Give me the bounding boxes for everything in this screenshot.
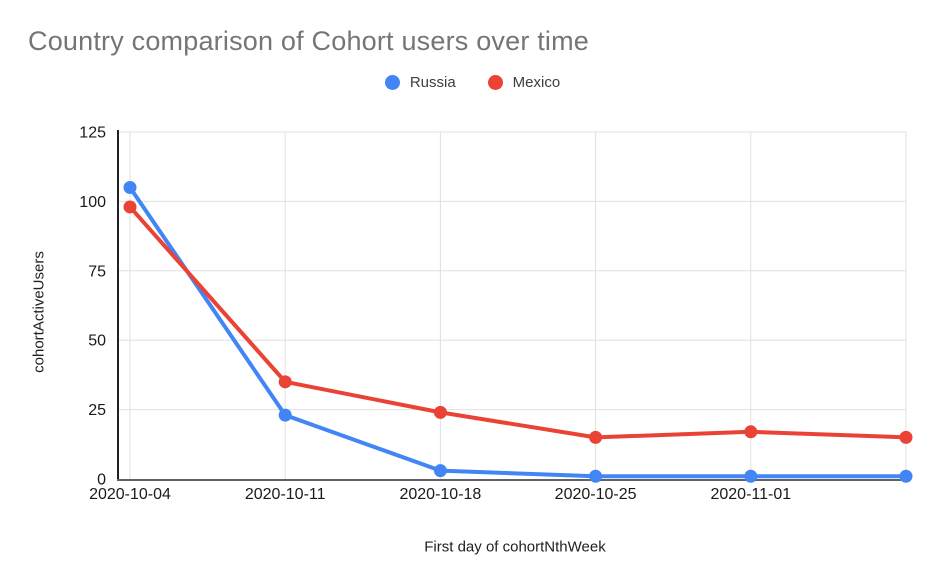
y-tick-label: 25 bbox=[88, 402, 106, 419]
data-point-russia[interactable] bbox=[744, 469, 758, 483]
data-point-russia[interactable] bbox=[589, 469, 603, 483]
data-point-russia[interactable] bbox=[899, 469, 913, 483]
x-tick-label: 2020-10-18 bbox=[399, 486, 481, 503]
data-point-mexico[interactable] bbox=[899, 430, 913, 444]
chart-legend: Russia Mexico bbox=[0, 74, 945, 91]
data-point-russia[interactable] bbox=[123, 181, 137, 195]
data-point-mexico[interactable] bbox=[433, 405, 447, 419]
data-point-mexico[interactable] bbox=[123, 200, 137, 214]
data-point-mexico[interactable] bbox=[278, 375, 292, 389]
data-point-mexico[interactable] bbox=[589, 430, 603, 444]
x-tick-label: 2020-10-25 bbox=[555, 486, 637, 503]
series-line-mexico bbox=[128, 204, 908, 440]
x-tick-label: 2020-11-01 bbox=[710, 486, 791, 503]
y-tick-label: 100 bbox=[79, 194, 106, 211]
legend-label-mexico: Mexico bbox=[512, 74, 561, 91]
y-tick-label: 50 bbox=[88, 333, 106, 350]
series-line-russia bbox=[128, 185, 908, 479]
y-tick-label: 0 bbox=[97, 472, 106, 489]
data-point-mexico[interactable] bbox=[744, 425, 758, 439]
y-axis-title: cohortActiveUsers bbox=[30, 251, 48, 373]
data-point-russia[interactable] bbox=[278, 408, 292, 422]
x-tick-label: 2020-10-04 bbox=[89, 486, 171, 503]
y-tick-label: 75 bbox=[88, 263, 106, 280]
legend-item-mexico[interactable]: Mexico bbox=[487, 74, 561, 91]
legend-label-russia: Russia bbox=[409, 74, 456, 91]
chart-title: Country comparison of Cohort users over … bbox=[28, 26, 590, 56]
x-axis-title: First day of cohortNthWeek bbox=[424, 538, 606, 556]
legend-dot-mexico bbox=[487, 75, 503, 90]
legend-item-russia[interactable]: Russia bbox=[384, 74, 456, 91]
y-tick-label: 125 bbox=[79, 125, 106, 142]
legend-dot-russia bbox=[384, 75, 400, 90]
data-point-russia[interactable] bbox=[433, 464, 447, 478]
x-tick-label: 2020-10-11 bbox=[245, 486, 326, 503]
